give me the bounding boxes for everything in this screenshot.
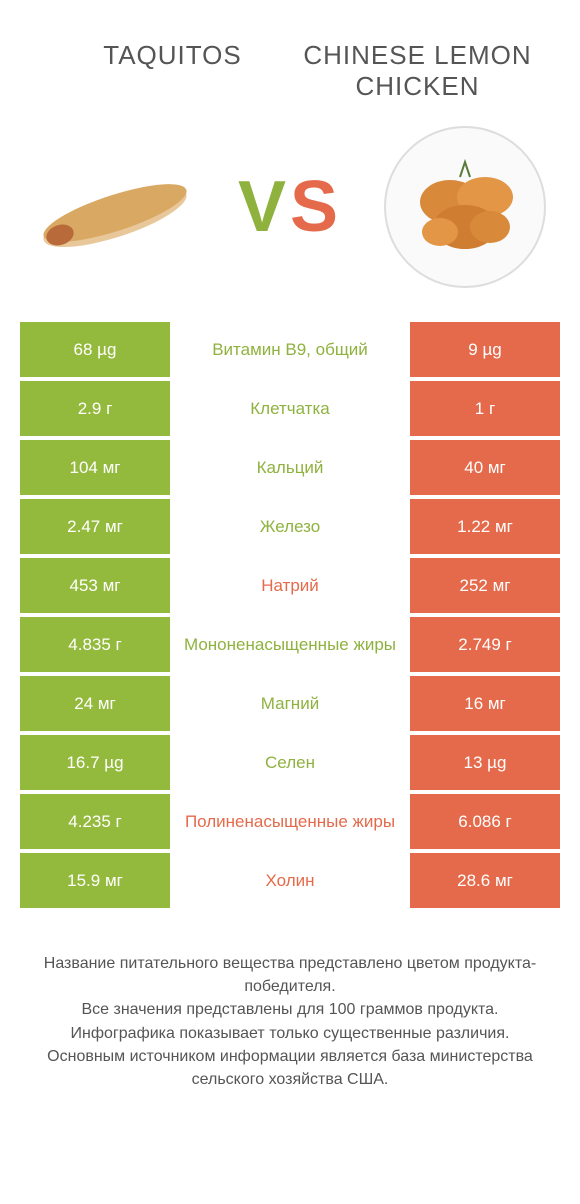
left-food-image [30,122,200,292]
left-value-cell: 104 мг [20,440,170,495]
right-value-cell: 2.749 г [410,617,560,672]
comparison-table: 68 µgВитамин B9, общий9 µg2.9 гКлетчатка… [0,322,580,912]
nutrient-label: Железо [170,499,410,554]
table-row: 16.7 µgСелен13 µg [20,735,560,790]
footer-line-2: Все значения представлены для 100 граммо… [30,998,550,1021]
right-value-cell: 9 µg [410,322,560,377]
left-value-cell: 68 µg [20,322,170,377]
nutrient-label: Витамин B9, общий [170,322,410,377]
table-row: 4.835 гМононенасыщенные жиры2.749 г [20,617,560,672]
right-value-cell: 252 мг [410,558,560,613]
right-value-cell: 13 µg [410,735,560,790]
nutrient-label: Натрий [170,558,410,613]
footer-line-4: Основным источником информации является … [30,1045,550,1091]
left-value-cell: 4.835 г [20,617,170,672]
left-value-cell: 15.9 мг [20,853,170,908]
table-row: 24 мгМагний16 мг [20,676,560,731]
header: TAQUITOS CHINESE LEMON CHICKEN [0,0,580,112]
left-product-title: TAQUITOS [30,40,295,71]
table-row: 15.9 мгХолин28.6 мг [20,853,560,908]
nutrient-label: Кальций [170,440,410,495]
vs-label: VS [238,166,342,248]
left-value-cell: 453 мг [20,558,170,613]
vs-row: VS [0,112,580,322]
left-value-cell: 4.235 г [20,794,170,849]
table-row: 104 мгКальций40 мг [20,440,560,495]
nutrient-label: Селен [170,735,410,790]
vs-v-letter: V [238,167,290,247]
nutrient-label: Клетчатка [170,381,410,436]
nutrient-label: Мононенасыщенные жиры [170,617,410,672]
right-value-cell: 16 мг [410,676,560,731]
right-value-cell: 1 г [410,381,560,436]
left-value-cell: 16.7 µg [20,735,170,790]
table-row: 68 µgВитамин B9, общий9 µg [20,322,560,377]
nutrient-label: Магний [170,676,410,731]
right-food-image [380,122,550,292]
nutrient-label: Полиненасыщенные жиры [170,794,410,849]
left-value-cell: 2.47 мг [20,499,170,554]
right-title-text: CHINESE LEMON CHICKEN [295,40,540,102]
right-value-cell: 6.086 г [410,794,560,849]
table-row: 453 мгНатрий252 мг [20,558,560,613]
right-value-cell: 28.6 мг [410,853,560,908]
right-product-title: CHINESE LEMON CHICKEN [295,40,550,102]
nutrient-label: Холин [170,853,410,908]
footer-line-3: Инфографика показывает только существенн… [30,1022,550,1045]
left-value-cell: 24 мг [20,676,170,731]
right-value-cell: 1.22 мг [410,499,560,554]
vs-s-letter: S [290,167,342,247]
left-value-cell: 2.9 г [20,381,170,436]
footer-line-1: Название питательного вещества представл… [30,952,550,998]
right-value-cell: 40 мг [410,440,560,495]
table-row: 2.47 мгЖелезо1.22 мг [20,499,560,554]
left-title-text: TAQUITOS [50,40,295,71]
footer-notes: Название питательного вещества представл… [0,912,580,1111]
table-row: 2.9 гКлетчатка1 г [20,381,560,436]
table-row: 4.235 гПолиненасыщенные жиры6.086 г [20,794,560,849]
